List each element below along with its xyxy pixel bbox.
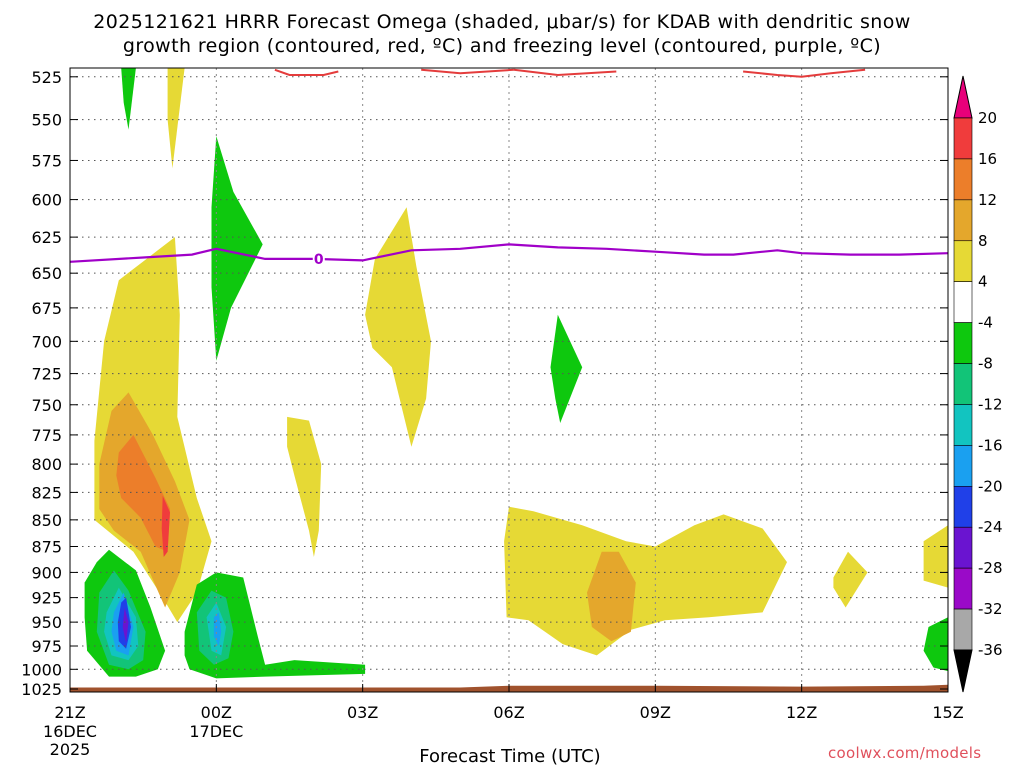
y-tick-label-675: 675 [31,299,62,318]
x-tick-sublabel-17DEC: 17DEC [189,722,243,741]
colorbar-bin-12 [953,567,973,610]
omega-shading-layer [70,68,948,692]
y-tick-label-625: 625 [31,228,62,247]
chart-title-line1: 2025121621 HRRR Forecast Omega (shaded, … [93,11,911,33]
colorbar-bin-8 [953,404,973,446]
omega-region-23 [923,525,948,588]
colorbar-label-6: -8 [978,355,993,373]
dgz-contour-1 [421,68,514,75]
dgz-contour-3 [742,68,866,78]
omega-region-5 [116,434,170,552]
y-tick-label-600: 600 [31,191,62,210]
omega-region-6 [161,495,170,557]
colorbar-label-2: 12 [978,191,997,209]
colorbar-bin-2 [953,158,973,201]
colorbar-label-10: -24 [978,518,1003,536]
axis-tick-layer: 525 550 575 600 625 650 675 700 725 750 775 800 825 8… [21,68,963,759]
colorbar-bin-3 [953,199,973,242]
x-tick-sublabel-2025: 2025 [50,740,91,759]
omega-region-24 [923,617,948,672]
x-tick-label-21Z: 21Z [54,703,85,722]
y-tick-label-950: 950 [31,613,62,632]
y-tick-label-725: 725 [31,365,62,384]
x-tick-label-09Z: 09Z [640,703,671,722]
colorbar-label-7: -12 [978,395,1003,413]
colorbar-bin-1 [953,117,973,160]
colorbar-top-triangle [953,75,973,119]
omega-region-1 [167,68,185,169]
y-tick-label-1025: 1025 [21,680,62,699]
freezing-level-label-bg [312,251,325,268]
omega-region-20 [504,506,787,656]
y-tick-label-575: 575 [31,151,62,170]
colorbar-label-4: 4 [978,273,988,291]
omega-region-17 [287,416,322,557]
y-tick-label-825: 825 [31,483,62,502]
freezing-level-label: 0 [314,252,324,268]
omega-region-13 [184,572,366,679]
x-axis-label: Forecast Time (UTC) [419,746,601,767]
chart-title-line2: growth region (contoured, red, ºC) and f… [122,35,882,57]
x-tick-label-15Z: 15Z [932,703,963,722]
y-tick-label-775: 775 [31,426,62,445]
omega-region-2 [211,136,263,361]
x-tick-label-03Z: 03Z [347,703,378,722]
omega-region-22 [833,551,868,608]
colorbar-label-8: -16 [978,436,1003,454]
colorbar-label-11: -28 [978,559,1003,577]
colorbar: 20 16 12 8 4 -4 -8 -12 -16 -20 -24 -28 -32 -36 [953,75,1003,693]
x-tick-label-06Z: 06Z [493,703,524,722]
y-tick-label-525: 525 [31,68,62,87]
omega-region-21 [587,551,636,642]
y-tick-label-850: 850 [31,511,62,530]
colorbar-bottom-triangle [953,649,973,693]
colorbar-bin-6 [953,322,973,364]
colorbar-label-5: -4 [978,314,993,332]
y-tick-label-1000: 1000 [21,660,62,679]
contour-layer: 0 [70,68,948,268]
colorbar-label-12: -32 [978,600,1003,618]
grid-layer [70,68,948,692]
y-tick-label-925: 925 [31,589,62,608]
dgz-contour-0 [274,68,339,76]
omega-region-19 [550,314,583,423]
dgz-contour-2 [513,68,617,77]
credit-text: coolwx.com/models [828,744,982,762]
y-tick-label-975: 975 [31,637,62,656]
freezing-level-line [70,243,948,263]
omega-region-12 [122,607,129,644]
y-tick-label-800: 800 [31,455,62,474]
y-tick-label-700: 700 [31,332,62,351]
y-tick-label-900: 900 [31,563,62,582]
x-tick-sublabel-16DEC: 16DEC [43,722,97,741]
chart-title: 2025121621 HRRR Forecast Omega (shaded, … [0,10,1004,58]
y-tick-label-750: 750 [31,396,62,415]
x-tick-label-12Z: 12Z [786,703,817,722]
omega-region-18 [365,207,431,447]
colorbar-bin-9 [953,445,973,487]
colorbar-bin-7 [953,363,973,405]
colorbar-label-3: 8 [978,232,988,250]
y-tick-label-875: 875 [31,538,62,557]
colorbar-bin-10 [953,486,973,528]
omega-region-16 [213,612,222,646]
colorbar-label-9: -20 [978,477,1003,495]
colorbar-bin-11 [953,526,973,569]
omega-region-0 [121,68,136,130]
colorbar-label-1: 16 [978,150,997,168]
colorbar-label-0: 20 [978,109,997,127]
x-tick-label-00Z: 00Z [201,703,232,722]
y-tick-label-650: 650 [31,264,62,283]
colorbar-bin-4 [953,240,973,282]
colorbar-bin-13 [953,608,973,651]
colorbar-label-13: -36 [978,641,1003,659]
colorbar-bin-5 [953,281,973,323]
y-tick-label-550: 550 [31,111,62,130]
